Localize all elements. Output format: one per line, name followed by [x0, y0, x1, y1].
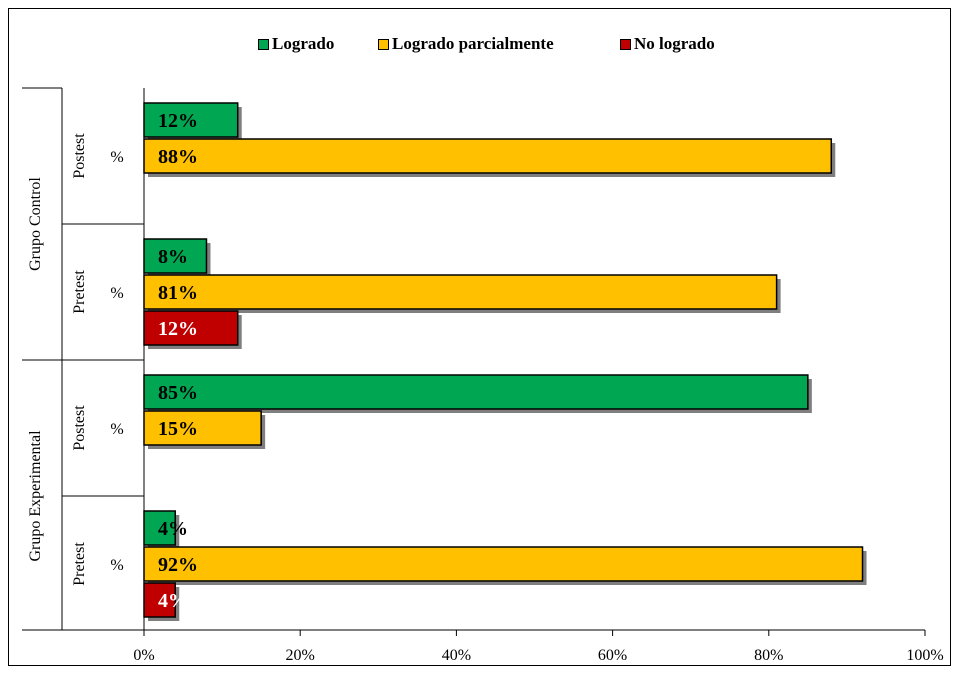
legend-swatch-logrado-parcialmente — [378, 38, 389, 50]
bar-value-label: 85% — [158, 382, 198, 404]
unit-label: % — [110, 149, 123, 166]
bar — [143, 510, 176, 546]
legend: Logrado Logrado parcialmente No logrado — [0, 34, 961, 58]
bar-value-label: 12% — [158, 318, 198, 340]
bar — [143, 238, 208, 274]
chart-frame — [8, 8, 951, 666]
legend-swatch-logrado — [258, 38, 269, 50]
legend-item-logrado: Logrado — [258, 34, 334, 54]
bar-value-label: 4% — [158, 518, 188, 540]
x-tick-label: 80% — [754, 647, 783, 664]
legend-swatch-no-logrado — [620, 38, 631, 50]
x-tick-label: 20% — [286, 647, 315, 664]
bar-value-label: 12% — [158, 110, 198, 132]
unit-label: % — [110, 557, 123, 574]
legend-item-no-logrado: No logrado — [620, 34, 715, 54]
x-tick-label: 100% — [906, 647, 943, 664]
subgroup-label: Pretest — [71, 270, 88, 314]
unit-label: % — [110, 421, 123, 438]
x-tick-label: 40% — [442, 647, 471, 664]
bar-value-label: 4% — [158, 590, 188, 612]
bar-value-label: 81% — [158, 282, 198, 304]
bar — [143, 274, 778, 310]
unit-label: % — [110, 285, 123, 302]
legend-label-no-logrado: No logrado — [634, 34, 715, 53]
legend-label-logrado: Logrado — [272, 34, 335, 53]
group-label: Grupo Experimental — [27, 430, 44, 562]
bar-value-label: 15% — [158, 418, 198, 440]
x-tick-label: 0% — [133, 647, 154, 664]
subgroup-label: Postest — [71, 405, 88, 451]
bar — [143, 310, 239, 346]
bar — [143, 102, 239, 138]
bar-value-label: 92% — [158, 554, 198, 576]
group-label: Grupo Control — [27, 177, 44, 271]
bar-value-label: 8% — [158, 246, 188, 268]
x-tick-label: 60% — [598, 647, 627, 664]
bar — [143, 374, 809, 410]
bar — [143, 410, 262, 446]
bar — [143, 582, 176, 618]
legend-item-logrado-parcialmente: Logrado parcialmente — [378, 34, 554, 54]
bar-value-label: 88% — [158, 146, 198, 168]
subgroup-label: Postest — [71, 133, 88, 179]
bar — [143, 138, 833, 174]
subgroup-label: Pretest — [71, 542, 88, 586]
legend-label-logrado-parcialmente: Logrado parcialmente — [392, 34, 554, 53]
bar — [143, 546, 864, 582]
